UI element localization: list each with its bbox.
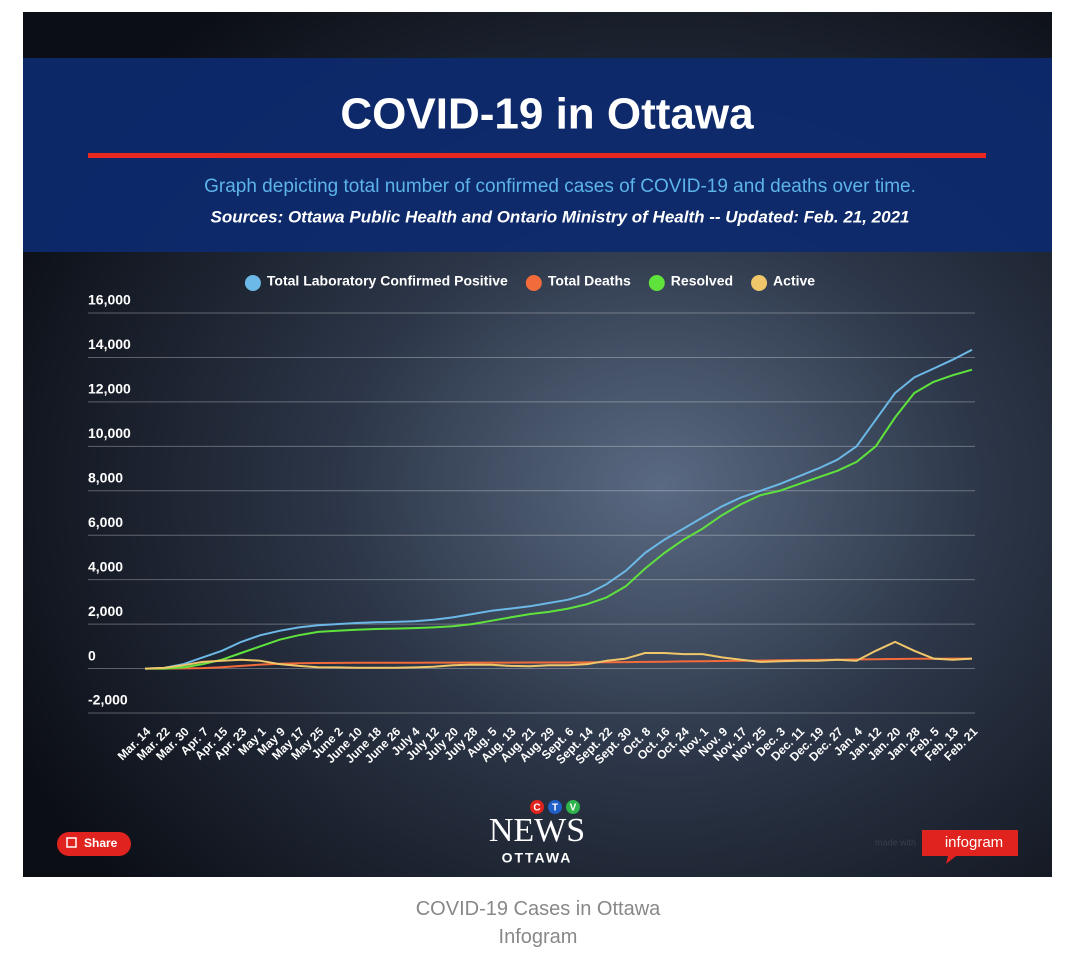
caption: COVID-19 Cases in Ottawa bbox=[415, 898, 661, 920]
logo-dot bbox=[530, 800, 544, 814]
badge-bg[interactable] bbox=[922, 830, 1018, 864]
y-tick-label: 0 bbox=[88, 647, 96, 663]
subtitle: Graph depicting total number of confirme… bbox=[204, 176, 916, 197]
logo-dot bbox=[548, 800, 562, 814]
title: COVID-19 in Ottawa bbox=[340, 90, 754, 139]
caption: Infogram bbox=[498, 926, 578, 948]
logo-dot bbox=[566, 800, 580, 814]
legend-marker bbox=[648, 275, 665, 291]
share-button[interactable]: Share bbox=[57, 832, 131, 856]
logo-brand: NEWS bbox=[489, 812, 585, 849]
ctv-logo: C T V NEWS OTTAWA bbox=[489, 800, 585, 866]
legend-label: Total Laboratory Confirmed Positive bbox=[267, 273, 508, 289]
legend-marker bbox=[525, 275, 542, 291]
series-line bbox=[144, 640, 973, 670]
y-tick-label: 8,000 bbox=[88, 469, 123, 485]
title-rule bbox=[88, 153, 986, 158]
series-line bbox=[145, 368, 973, 670]
y-tick-label: 12,000 bbox=[88, 381, 131, 397]
y-tick-label: 4,000 bbox=[88, 558, 123, 574]
legend-marker bbox=[244, 275, 261, 291]
infogram-badge[interactable]: infogram bbox=[922, 830, 1018, 864]
y-tick-label: 16,000 bbox=[88, 292, 131, 308]
logo-region: OTTAWA bbox=[502, 850, 573, 866]
legend-label: Resolved bbox=[671, 273, 733, 289]
series-line bbox=[144, 348, 973, 670]
legend-label: Active bbox=[773, 273, 815, 289]
legend-marker bbox=[751, 275, 768, 291]
logo-letter: T bbox=[552, 803, 558, 814]
share-icon bbox=[66, 837, 77, 848]
infographic: COVID-19 in Ottawa Graph depicting total… bbox=[23, 12, 1052, 877]
y-tick-label: 10,000 bbox=[88, 425, 131, 441]
legend-label: Total Deaths bbox=[548, 273, 631, 289]
y-tick-label: 2,000 bbox=[88, 603, 123, 619]
legend: Total Laboratory Confirmed Positive Total… bbox=[244, 273, 815, 291]
y-tick-label: -2,000 bbox=[88, 692, 128, 708]
logo-letter: V bbox=[570, 803, 577, 814]
sources: Sources: Ottawa Public Health and Ontari… bbox=[210, 207, 909, 226]
share-label[interactable]: Share bbox=[84, 836, 118, 850]
badge-name[interactable]: infogram bbox=[945, 834, 1003, 851]
logo-letter: C bbox=[533, 803, 540, 814]
y-tick-label: 6,000 bbox=[88, 514, 123, 530]
badge-prefix: made with bbox=[875, 837, 916, 847]
y-tick-label: 14,000 bbox=[88, 336, 131, 352]
